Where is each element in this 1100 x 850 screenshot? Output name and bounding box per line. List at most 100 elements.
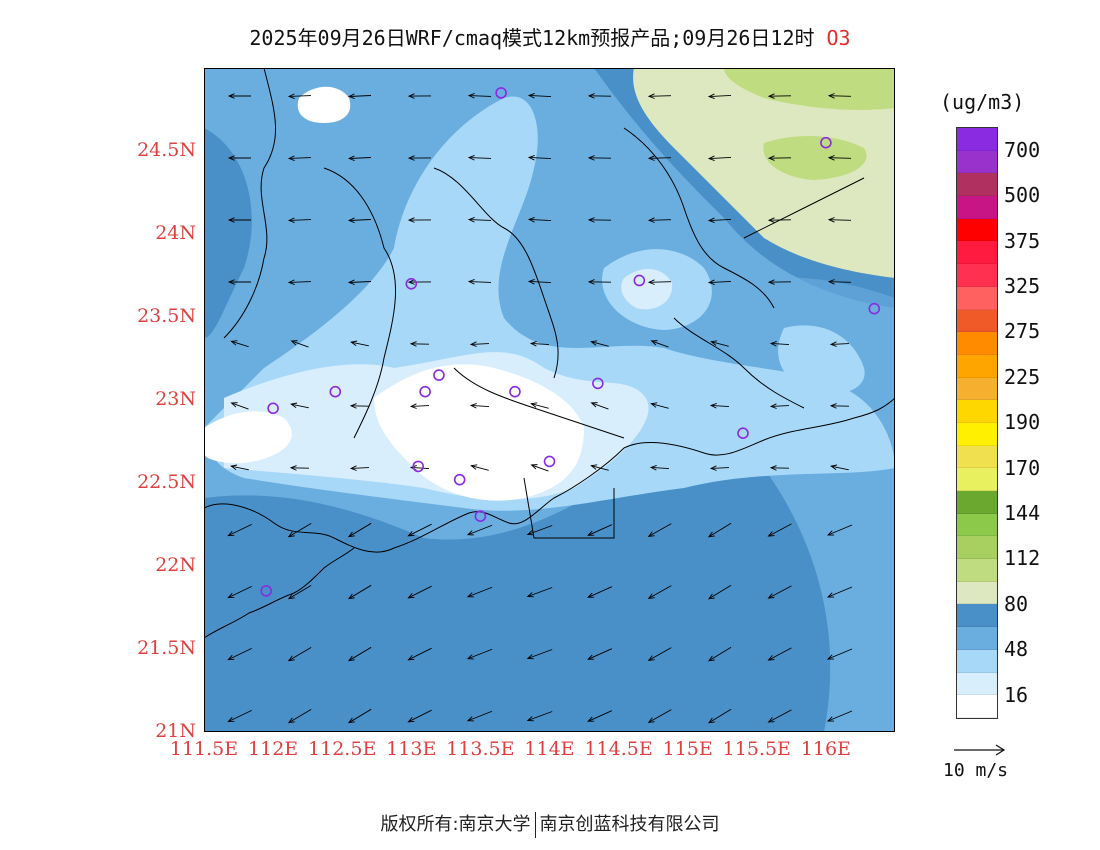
wind-vector — [767, 585, 792, 599]
wind-vector — [527, 92, 552, 99]
chart-title: 2025年09月26日WRF/cmaq模式12km预报产品;09月26日12时 O… — [0, 22, 1100, 51]
y-tick-label: 23.5N — [137, 305, 196, 327]
station-markers — [260, 87, 881, 597]
wind-vector — [767, 93, 792, 99]
wind-vector — [527, 216, 552, 223]
wind-vector — [347, 708, 372, 724]
x-tick-label: 116E — [800, 738, 851, 760]
y-tick-label: 24.5N — [137, 139, 196, 161]
concentration-band-80-112 — [633, 68, 895, 278]
wind-vector — [466, 524, 493, 536]
legend-swatch — [957, 491, 997, 514]
wind-vector — [529, 341, 550, 347]
station-marker — [419, 385, 431, 398]
wind-vector — [826, 648, 853, 660]
wind-vector — [347, 646, 372, 662]
wind-vector — [227, 523, 252, 537]
legend-swatch — [957, 128, 997, 151]
wind-vector — [407, 217, 432, 223]
wind-vector — [467, 279, 492, 285]
y-tick-label: 22.5N — [137, 471, 196, 493]
wind-vector — [530, 464, 549, 472]
x-tick-label: 113.5E — [446, 738, 515, 760]
wind-vector — [227, 217, 251, 223]
wind-vector — [707, 155, 732, 162]
x-tick-label: 112E — [248, 738, 299, 760]
wind-vector — [407, 647, 432, 661]
wind-vector — [230, 402, 249, 410]
footer-separator — [534, 812, 536, 838]
wind-vector — [526, 525, 553, 536]
wind-vector — [767, 155, 792, 161]
wind-vector — [347, 217, 372, 224]
wind-vector — [709, 403, 730, 409]
province-boundary-7 — [453, 367, 625, 439]
province-boundary-3 — [433, 167, 559, 379]
station-marker — [329, 385, 342, 398]
wind-vector — [709, 465, 730, 471]
x-tick-label: 114.5E — [584, 738, 653, 760]
legend-level-label: 275 — [1004, 319, 1041, 344]
pollutant-label: O3 — [826, 26, 851, 50]
wind-vector — [707, 708, 732, 724]
wind-vector — [467, 155, 492, 161]
station-marker — [267, 402, 279, 415]
wind-vector — [527, 154, 552, 161]
wind-vector — [826, 710, 853, 722]
wind-vector — [227, 585, 252, 599]
legend-swatch — [957, 241, 997, 265]
wind-vector — [227, 647, 252, 661]
reference-arrow-icon — [954, 744, 1006, 756]
wind-vector — [347, 522, 372, 538]
wind-vector — [647, 647, 672, 661]
wind-vector — [466, 586, 493, 598]
legend-swatch — [957, 649, 997, 673]
x-tick-label: 114E — [524, 738, 575, 760]
wind-vector — [827, 279, 852, 285]
station-marker — [453, 473, 466, 486]
wind-vector — [647, 709, 672, 723]
wind-vector — [587, 279, 612, 285]
y-tick-label: 24N — [155, 222, 196, 244]
legend-swatch — [957, 468, 997, 491]
wind-vector — [227, 155, 251, 161]
wind-vector — [227, 93, 251, 99]
legend-swatch — [957, 400, 997, 423]
wind-vector — [587, 155, 612, 161]
wind-vector — [707, 93, 732, 100]
wind-vector — [647, 523, 672, 537]
wind-vector — [650, 402, 669, 409]
station-marker — [868, 302, 881, 315]
wind-vector — [347, 155, 372, 162]
wind-vector — [347, 279, 372, 286]
wind-vector — [767, 709, 792, 723]
wind-vector — [227, 279, 251, 285]
wind-vector — [407, 155, 432, 161]
wind-vector — [587, 586, 613, 598]
footer-left: 版权所有:南京大学 — [380, 814, 531, 835]
wind-vector — [469, 403, 490, 409]
legend-level-label: 500 — [1004, 183, 1041, 208]
province-boundary-5 — [743, 177, 865, 239]
wind-vector — [230, 340, 249, 348]
concentration-band-west — [204, 128, 252, 338]
legend-level-label: 325 — [1004, 273, 1041, 298]
x-tick-label: 111.5E — [169, 738, 239, 760]
wind-vector — [407, 585, 432, 599]
legend-swatch — [957, 377, 997, 401]
footer-right: 南京创蓝科技有限公司 — [539, 814, 720, 835]
wind-vector — [349, 403, 370, 409]
y-tick-label: 21N — [155, 720, 196, 742]
legend-swatch — [957, 604, 997, 628]
legend-level-label: 80 — [1004, 591, 1029, 616]
wind-vector — [707, 646, 732, 662]
station-marker — [405, 278, 418, 290]
wind-vector — [409, 403, 430, 409]
wind-vector — [467, 93, 492, 99]
wind-vector — [827, 155, 852, 161]
wind-vector — [767, 279, 792, 285]
wind-vector — [826, 586, 853, 598]
wind-vector — [650, 340, 669, 348]
coastline-boundaries — [204, 68, 895, 639]
wind-vector — [287, 217, 312, 223]
